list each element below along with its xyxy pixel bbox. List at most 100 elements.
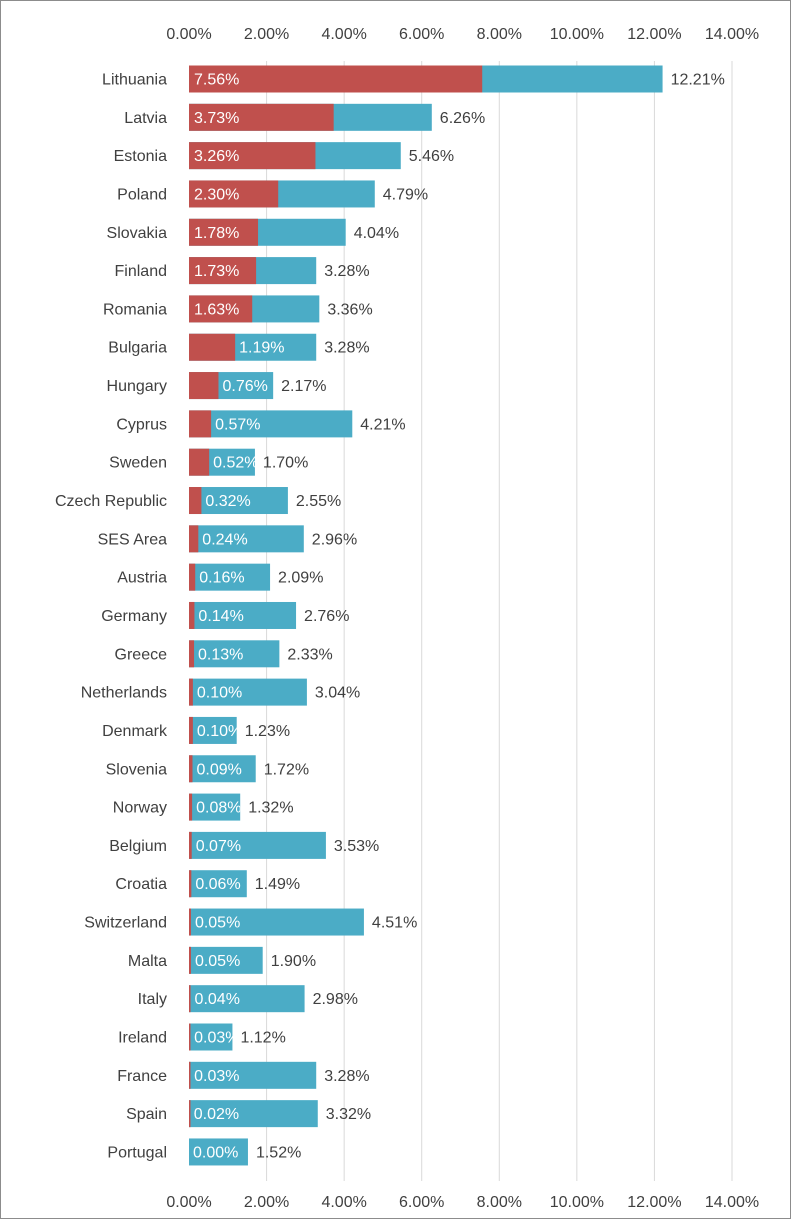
bar-total (189, 525, 304, 553)
total-data-label: 2.96% (312, 531, 357, 548)
total-data-label: 5.46% (409, 148, 454, 165)
top-axis: 0.00% 2.00% 4.00% 6.00% 8.00% 10.00% 12.00% 14.… (166, 26, 759, 43)
category-label: Norway (113, 800, 167, 817)
bar-total (189, 640, 280, 668)
category-label: Romania (103, 301, 167, 318)
bar-share (189, 448, 210, 476)
share-data-label: 0.03% (194, 1030, 239, 1047)
category-label: Belgium (109, 838, 167, 855)
share-data-label: 1.78% (194, 225, 239, 242)
bar-total (189, 755, 256, 783)
total-data-label: 2.09% (278, 570, 323, 587)
total-data-label: 3.04% (315, 685, 360, 702)
total-data-label: 1.52% (256, 1144, 301, 1161)
share-data-label: 1.63% (194, 301, 239, 318)
total-data-label: 3.28% (324, 263, 369, 280)
bar-share (189, 1061, 191, 1089)
category-label: Hungary (107, 378, 167, 395)
category-label: Czech Republic (55, 493, 167, 510)
category-label: Switzerland (84, 915, 167, 932)
category-label: Malta (128, 953, 167, 970)
total-data-label: 2.98% (313, 991, 358, 1008)
share-data-label: 0.57% (215, 416, 260, 433)
category-label: Netherlands (81, 685, 167, 702)
total-data-label: 2.33% (287, 646, 332, 663)
total-data-label: 6.26% (440, 110, 485, 127)
category-label: SES Area (98, 531, 167, 548)
share-data-label: 0.04% (195, 991, 240, 1008)
share-data-label: 0.10% (197, 685, 242, 702)
category-label: Cyprus (116, 416, 167, 433)
category-label: Slovakia (107, 225, 168, 242)
category-label: Greece (115, 646, 168, 663)
bar-total (189, 793, 241, 821)
bar-share (189, 831, 192, 859)
bar-share (189, 601, 195, 629)
bottom-tick-label: 6.00% (399, 1194, 444, 1211)
share-data-label: 0.76% (222, 378, 267, 395)
category-label: Bulgaria (108, 340, 167, 357)
total-data-label: 4.79% (383, 186, 428, 203)
bar-total (189, 1061, 317, 1089)
bar-share (189, 525, 199, 553)
top-tick-label: 0.00% (166, 26, 211, 43)
share-data-label: 0.10% (197, 723, 242, 740)
bar-share (189, 908, 191, 936)
total-data-label: 4.51% (372, 915, 417, 932)
top-tick-label: 8.00% (477, 26, 522, 43)
share-data-label: 0.05% (195, 915, 240, 932)
bar-share (189, 793, 193, 821)
share-data-label: 0.24% (202, 531, 247, 548)
category-label: Germany (101, 608, 167, 625)
total-data-label: 1.32% (248, 800, 293, 817)
total-data-label: 3.36% (327, 301, 372, 318)
bottom-axis: 0.00% 2.00% 4.00% 6.00% 8.00% 10.00% 12.00% 14.… (166, 1194, 759, 1211)
share-data-label: 0.06% (195, 876, 240, 893)
bar-share (189, 103, 334, 131)
category-label: Croatia (115, 876, 167, 893)
bar-share (189, 985, 191, 1013)
bar-share (189, 372, 219, 400)
category-label: Italy (138, 991, 167, 1008)
total-data-label: 12.21% (671, 72, 725, 89)
top-tick-label: 10.00% (550, 26, 604, 43)
bar-total (189, 946, 263, 974)
share-data-label: 0.02% (194, 1106, 239, 1123)
share-data-label: 0.52% (213, 455, 258, 472)
share-data-label: 0.16% (199, 570, 244, 587)
share-data-label: 0.08% (196, 800, 241, 817)
bottom-tick-label: 14.00% (705, 1194, 759, 1211)
share-data-label: 0.00% (193, 1144, 238, 1161)
bottom-tick-label: 12.00% (627, 1194, 681, 1211)
share-data-label: 0.05% (195, 953, 240, 970)
category-label: Estonia (114, 148, 167, 165)
category-label: France (117, 1068, 167, 1085)
category-label: Austria (117, 570, 167, 587)
top-tick-label: 2.00% (244, 26, 289, 43)
share-data-label: 3.26% (194, 148, 239, 165)
category-label: Denmark (102, 723, 168, 740)
top-tick-label: 14.00% (705, 26, 759, 43)
bar-total (189, 678, 307, 706)
bar-total (189, 410, 353, 438)
bar-share (189, 180, 279, 208)
bar-share (189, 716, 193, 744)
category-label: Latvia (124, 110, 167, 127)
total-data-label: 2.55% (296, 493, 341, 510)
total-data-label: 1.12% (240, 1030, 285, 1047)
total-data-label: 1.70% (263, 455, 308, 472)
share-data-label: 1.73% (194, 263, 239, 280)
share-data-label: 0.03% (194, 1068, 239, 1085)
share-data-label: 0.14% (198, 608, 243, 625)
category-label: Ireland (118, 1030, 167, 1047)
category-label: Slovenia (106, 761, 167, 778)
category-label: Finland (115, 263, 167, 280)
bar-total (189, 985, 305, 1013)
total-data-label: 1.90% (271, 953, 316, 970)
bar-share (189, 333, 236, 361)
bar-share (189, 678, 193, 706)
bar-share (189, 142, 316, 170)
total-data-label: 1.72% (264, 761, 309, 778)
bar-total (189, 487, 288, 515)
